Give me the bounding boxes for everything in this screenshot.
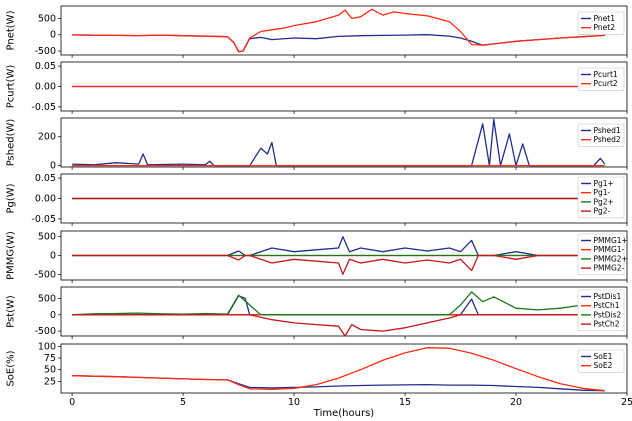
- y-tick-label: -0.05: [31, 214, 56, 225]
- legend-label-SoE2: SoE2: [594, 361, 613, 370]
- legend-box: [577, 176, 625, 219]
- y-tick-label: 100: [38, 341, 56, 352]
- y-axis-label: Pst(W): [6, 295, 17, 328]
- x-tick-label: 10: [288, 397, 300, 408]
- legend-box: [577, 349, 625, 373]
- y-tick-label: 0: [50, 161, 56, 172]
- legend-label-PstCh1: PstCh1: [594, 301, 620, 310]
- y-tick-label: 25: [44, 376, 56, 387]
- legend-label-Pg1-: Pg1-: [594, 188, 611, 197]
- y-axis-label: PMMG(W): [6, 231, 17, 280]
- x-tick-label: 20: [510, 397, 522, 408]
- legend-label-Pg2-: Pg2-: [594, 207, 611, 216]
- legend-label-PstCh2: PstCh2: [594, 320, 620, 329]
- x-tick-label: 25: [621, 397, 632, 408]
- y-tick-label: 50: [44, 365, 56, 376]
- y-tick-label: -500: [34, 269, 56, 280]
- series-line-PMMG2-: [72, 254, 605, 275]
- legend-label-PstDis2: PstDis2: [594, 310, 622, 319]
- y-tick-label: 500: [38, 13, 56, 24]
- y-tick-label: 0: [50, 30, 56, 41]
- legend-label-Pshed1: Pshed1: [594, 126, 621, 135]
- legend-label-Pshed2: Pshed2: [594, 135, 621, 144]
- y-tick-label: 0: [50, 310, 56, 321]
- panel-frame: [60, 117, 628, 168]
- legend-label-Pnet2: Pnet2: [594, 23, 616, 32]
- y-tick-label: 500: [38, 232, 56, 243]
- y-tick-label: 200: [38, 132, 56, 143]
- series-line-Pshed1: [72, 118, 606, 167]
- legend-box: [577, 123, 625, 147]
- x-tick-label: 15: [399, 397, 411, 408]
- legend-box: [577, 289, 625, 332]
- series-line-Pnet1: [72, 34, 605, 53]
- series-line-PstDis2: [72, 291, 605, 316]
- y-tick-label: -500: [34, 326, 56, 337]
- legend-label-PMMG2-: PMMG2-: [594, 264, 625, 273]
- legend-label-SoE1: SoE1: [594, 352, 613, 361]
- x-tick-label: 0: [69, 397, 75, 408]
- panel-frame: [60, 286, 628, 337]
- x-tick-label: 5: [180, 397, 186, 408]
- y-tick-label: -0.05: [31, 102, 56, 113]
- y-tick-label: 0.00: [35, 194, 56, 205]
- series-line-PMMG1+: [72, 236, 605, 257]
- series-line-PstCh2: [72, 314, 605, 337]
- panel-frame: [60, 5, 628, 56]
- legend-label-Pg2+: Pg2+: [594, 197, 614, 206]
- y-tick-label: 0.00: [35, 82, 56, 93]
- legend-label-PMMG2+: PMMG2+: [594, 254, 628, 263]
- y-tick-label: 0.05: [35, 61, 56, 72]
- y-axis-label: Pg(W): [6, 183, 17, 213]
- y-tick-label: 75: [44, 353, 56, 364]
- y-tick-label: 500: [38, 293, 56, 304]
- y-tick-label: -500: [34, 46, 56, 57]
- legend-label-Pg1+: Pg1+: [594, 179, 614, 188]
- x-axis-label: Time(hours): [313, 408, 374, 419]
- legend-label-Pcurt1: Pcurt1: [594, 70, 618, 79]
- y-axis-label: Pcurt(W): [6, 65, 17, 109]
- legend-label-PMMG1-: PMMG1-: [594, 245, 625, 254]
- y-axis-label: Pnet(W): [6, 10, 17, 50]
- series-line-PstDis1: [72, 295, 605, 316]
- y-axis-label: Pshed(W): [6, 119, 17, 167]
- legend-box: [577, 67, 625, 91]
- legend-box: [577, 11, 625, 35]
- y-axis-label: SoE(%): [6, 350, 17, 386]
- y-tick-label: 0: [50, 251, 56, 262]
- legend-label-PMMG1+: PMMG1+: [594, 236, 628, 245]
- legend-box: [577, 233, 625, 276]
- series-line-SoE2: [72, 347, 605, 392]
- y-tick-label: 0.05: [35, 173, 56, 184]
- panel-frame: [60, 343, 628, 394]
- legend-label-Pcurt2: Pcurt2: [594, 79, 618, 88]
- legend-label-PstDis1: PstDis1: [594, 292, 622, 301]
- legend-label-Pnet1: Pnet1: [594, 14, 616, 23]
- series-line-Pnet2: [72, 8, 605, 53]
